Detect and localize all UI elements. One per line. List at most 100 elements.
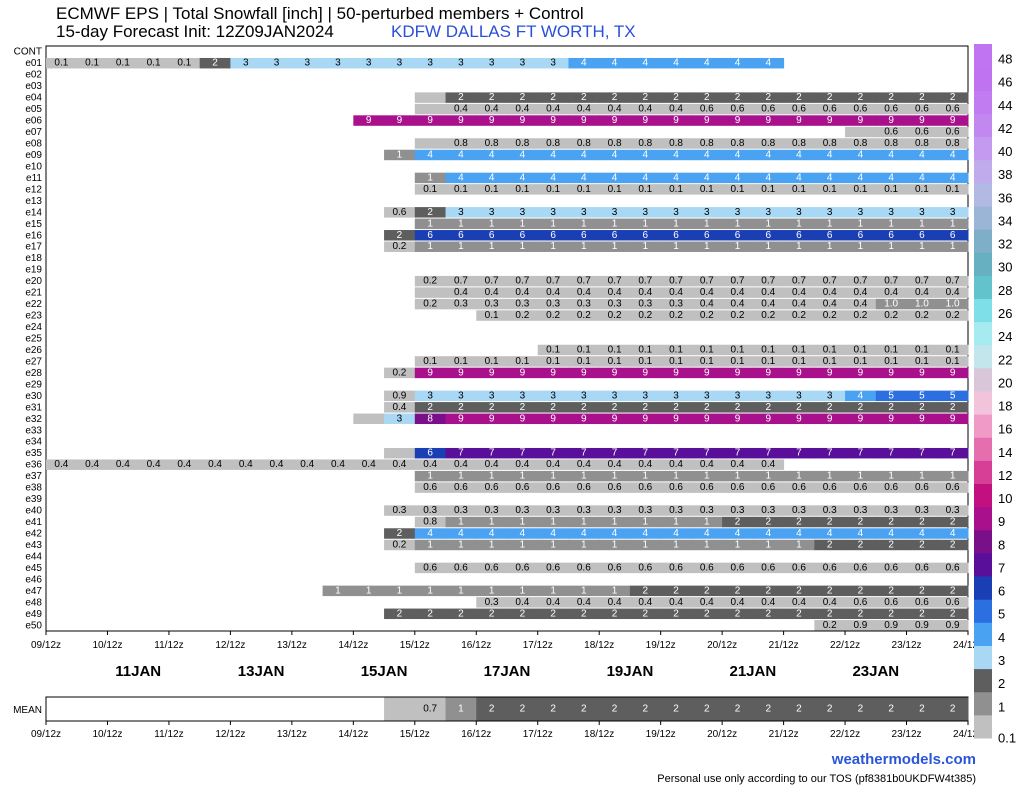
member-cell-value: 1 (581, 241, 587, 252)
member-cell-value: 1 (458, 471, 464, 482)
brand-link[interactable]: weathermodels.com (831, 751, 976, 768)
member-cell-value: 0.6 (454, 562, 468, 573)
member-cell-value: 0.6 (546, 562, 560, 573)
mean-cell-value: 2 (643, 704, 649, 715)
member-cell-value: 0.7 (700, 276, 714, 287)
member-cell-value: 1 (489, 539, 495, 550)
member-label: e39 (25, 494, 42, 505)
colorbar-label: 36 (998, 190, 1012, 205)
member-cell (507, 207, 539, 218)
member-cell-value: 1 (765, 539, 771, 550)
member-cell-value: 4 (950, 172, 956, 183)
member-cell-value: 0.4 (54, 459, 68, 470)
member-cell (783, 597, 815, 608)
member-cell (691, 459, 723, 470)
member-cell-value: 1.0 (915, 299, 929, 310)
member-cell-value: 4 (735, 149, 741, 160)
member-cell-value: 1 (550, 471, 556, 482)
member-cell (414, 172, 447, 184)
day-label: 13JAN (238, 663, 285, 680)
member-cell (384, 367, 416, 379)
member-cell (722, 103, 754, 115)
member-cell (691, 138, 723, 149)
colorbar-swatch (974, 506, 992, 531)
member-cell (660, 482, 692, 493)
member-cell-value: 0.4 (700, 597, 714, 608)
member-cell (629, 597, 662, 608)
member-cell-value: 1 (888, 218, 894, 229)
member-cell (568, 608, 600, 620)
member-cell (629, 356, 662, 367)
member-cell (599, 562, 631, 574)
member-cell-value: 0.6 (884, 562, 898, 573)
x-tick-label: 16/12z (461, 640, 491, 651)
member-cell-value: 0.4 (608, 287, 622, 298)
member-cell (629, 115, 662, 126)
member-cell (537, 516, 569, 528)
member-cell (875, 275, 908, 287)
member-cell-value: 0.4 (761, 287, 775, 298)
member-cell-value: 4 (827, 528, 833, 539)
member-cell-value: 4 (765, 58, 771, 69)
member-cell (568, 115, 600, 126)
member-cell (507, 287, 539, 298)
member-cell (752, 470, 785, 482)
member-cell-value: 0.4 (515, 104, 529, 115)
member-cell-value: 0.6 (731, 482, 745, 493)
x-tick-label: 23/12z (892, 640, 922, 651)
member-cell-value: 2 (397, 230, 403, 241)
x-tick-label: 15/12z (400, 640, 430, 651)
member-cell (722, 149, 754, 161)
member-cell-value: 1 (735, 241, 741, 252)
member-cell (599, 310, 631, 321)
member-cell (845, 528, 877, 539)
member-label: e05 (25, 104, 42, 115)
member-cell-value: 9 (427, 115, 433, 126)
member-cell (906, 344, 938, 356)
colorbar-label: 30 (998, 260, 1012, 275)
member-cell-value: 9 (735, 413, 741, 424)
member-cell-value: 4 (673, 528, 679, 539)
member-cell (783, 470, 815, 482)
member-label: e20 (25, 276, 42, 287)
member-cell (845, 562, 877, 574)
mean-cell-value: 2 (612, 704, 618, 715)
member-cell (476, 447, 508, 459)
member-cell (875, 298, 908, 310)
member-cell (937, 126, 969, 138)
colorbar-legend: 0.11234567891012141618202224262830323436… (974, 44, 1016, 746)
member-label: e22 (25, 299, 42, 310)
member-cell-value: 0.3 (638, 299, 652, 310)
member-cell (783, 115, 815, 126)
x-tick-label: 14/12z (338, 640, 368, 651)
member-cell-value: 0.6 (546, 482, 560, 493)
member-cell (445, 528, 477, 539)
member-cell (875, 138, 908, 149)
member-cell-value: 2 (827, 92, 833, 103)
member-cell-value: 0.1 (116, 58, 130, 69)
member-cell (660, 344, 692, 356)
member-cell (752, 287, 785, 298)
member-cell-value: 6 (858, 230, 864, 241)
member-cell (752, 184, 785, 195)
member-cell (691, 356, 723, 367)
member-cell-value: 1 (427, 241, 433, 252)
member-cell (722, 459, 754, 470)
member-cell (476, 608, 508, 620)
member-cell (783, 585, 815, 597)
x-axis-ticks-mean: 09/12z 10/12z 11/12z 12/12z 13/12z 14/12z 15/1… (31, 721, 983, 740)
member-cell-value: 2 (612, 608, 618, 619)
member-cell (476, 92, 508, 103)
member-cell-value: 0.4 (454, 104, 468, 115)
colorbar-swatch (974, 622, 992, 646)
member-cell (537, 390, 569, 402)
member-cell-value: 1 (458, 218, 464, 229)
member-cell (875, 344, 908, 356)
member-cell (629, 539, 662, 551)
mean-cell (476, 697, 508, 721)
colorbar-label: 2 (998, 676, 1005, 691)
member-cell-value: 2 (765, 585, 771, 596)
member-cell (629, 138, 662, 149)
colorbar-label: 12 (998, 468, 1012, 483)
member-label: e31 (25, 402, 42, 413)
